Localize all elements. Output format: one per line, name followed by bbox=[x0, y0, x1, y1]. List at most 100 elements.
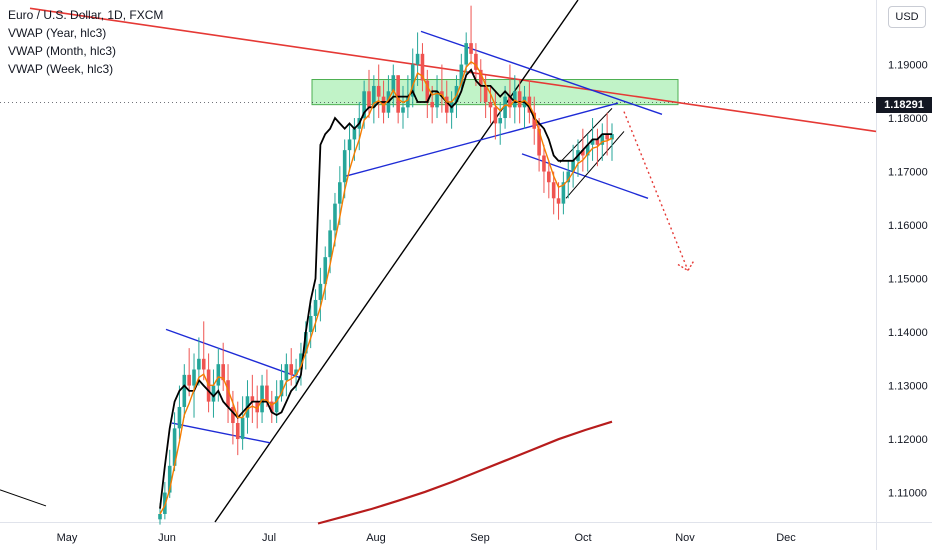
candle-body bbox=[177, 406, 182, 429]
candle-body bbox=[547, 171, 551, 183]
candle-body bbox=[440, 91, 444, 97]
candle-body bbox=[551, 182, 556, 199]
price-tick-label: 1.19000 bbox=[888, 60, 928, 72]
candle-body bbox=[430, 101, 434, 108]
candle-body bbox=[464, 43, 468, 65]
price-tick-label: 1.16000 bbox=[888, 220, 928, 232]
indicator-vwap-week[interactable]: VWAP (Week, hlc3) bbox=[8, 62, 114, 76]
blue-channel-line bbox=[344, 102, 619, 178]
indicator-vwap-month[interactable]: VWAP (Month, hlc3) bbox=[8, 44, 117, 58]
candle-body bbox=[508, 96, 512, 108]
time-tick-label: Oct bbox=[574, 532, 591, 544]
candle-body bbox=[352, 128, 357, 140]
candle-body bbox=[425, 80, 430, 102]
candle-body bbox=[406, 96, 410, 108]
candle-body bbox=[556, 198, 561, 204]
candle-body bbox=[532, 112, 537, 129]
candle-body bbox=[590, 139, 595, 145]
candle-body bbox=[362, 91, 366, 119]
price-tick-label: 1.12000 bbox=[888, 434, 928, 446]
time-tick-label: Nov bbox=[675, 532, 695, 544]
symbol-title: Euro / U.S. Dollar, 1D, FXCM bbox=[8, 8, 164, 22]
candle-body bbox=[304, 332, 308, 354]
candle-body bbox=[585, 144, 590, 156]
candle-body bbox=[420, 53, 425, 81]
candle-body bbox=[610, 134, 614, 140]
candle-body bbox=[396, 75, 400, 113]
price-tick-label: 1.14000 bbox=[888, 327, 928, 339]
forecast-arrow-line bbox=[623, 111, 689, 271]
candle-body bbox=[235, 423, 240, 440]
candle-body bbox=[187, 374, 191, 386]
candle-body bbox=[294, 369, 298, 375]
time-tick-label: Dec bbox=[776, 532, 796, 544]
candle-body bbox=[410, 64, 415, 97]
candle-body bbox=[255, 401, 260, 413]
price-tick-label: 1.13000 bbox=[888, 381, 928, 393]
candle-body bbox=[542, 155, 546, 172]
candle-body bbox=[192, 369, 196, 386]
candle-body bbox=[313, 299, 318, 317]
candle-body bbox=[197, 358, 201, 370]
candle-body bbox=[474, 53, 478, 70]
candle-body bbox=[221, 364, 225, 381]
candle-body bbox=[274, 396, 279, 413]
candle-body bbox=[289, 364, 294, 375]
candle-body bbox=[503, 96, 507, 119]
candle-body bbox=[211, 385, 216, 402]
candle-body bbox=[158, 513, 162, 520]
price-tick-label: 1.11000 bbox=[888, 488, 927, 500]
candle-body bbox=[483, 85, 488, 102]
time-tick-label: Sep bbox=[470, 532, 490, 544]
candle-body bbox=[226, 380, 230, 407]
candle-body bbox=[328, 230, 332, 258]
candle-body bbox=[338, 182, 342, 204]
candle-body bbox=[367, 91, 371, 108]
candle-body bbox=[488, 101, 493, 108]
candle-body bbox=[308, 316, 313, 333]
candle-body bbox=[167, 465, 172, 493]
time-tick-label: Jul bbox=[262, 532, 276, 544]
currency-button[interactable]: USD bbox=[888, 6, 926, 28]
plot-background bbox=[0, 0, 876, 522]
red-trendline bbox=[29, 7, 877, 133]
candle-body bbox=[469, 43, 473, 54]
candle-body bbox=[342, 150, 347, 183]
price-tick-label: 1.17000 bbox=[888, 167, 928, 179]
candle-body bbox=[600, 134, 605, 145]
candle-body bbox=[581, 150, 585, 156]
candle-body bbox=[459, 64, 464, 86]
candle-body bbox=[333, 203, 337, 231]
candle-body bbox=[231, 406, 235, 424]
vwap-week-line bbox=[159, 60, 613, 515]
time-tick-label: May bbox=[57, 532, 78, 544]
candle-body bbox=[571, 160, 575, 172]
candle-body bbox=[517, 91, 522, 108]
candle-body bbox=[250, 396, 255, 402]
candle-body bbox=[566, 171, 571, 183]
candle-body bbox=[299, 353, 303, 370]
wedge-upper-line bbox=[559, 108, 613, 163]
indicator-vwap-year[interactable]: VWAP (Year, hlc3) bbox=[8, 26, 107, 40]
blue-channel-line bbox=[420, 30, 663, 115]
candle-body bbox=[605, 134, 609, 140]
blue-channel-line bbox=[165, 328, 301, 379]
candle-body bbox=[478, 69, 483, 86]
wedge-lower-line bbox=[565, 131, 625, 199]
candle-body bbox=[269, 401, 274, 413]
candle-body bbox=[279, 380, 284, 397]
time-tick-label: Jun bbox=[158, 532, 176, 544]
candle-body bbox=[372, 85, 376, 108]
candle-body bbox=[595, 139, 600, 145]
candle-body bbox=[435, 91, 439, 108]
candle-body bbox=[493, 107, 498, 124]
candle-body bbox=[498, 118, 503, 124]
candle-body bbox=[240, 417, 245, 440]
candle-body bbox=[318, 283, 323, 300]
black-trendline-left bbox=[0, 489, 47, 507]
last-price-label: 1.18291 bbox=[876, 97, 932, 113]
candle-body bbox=[376, 85, 381, 97]
candle-body bbox=[415, 53, 420, 65]
